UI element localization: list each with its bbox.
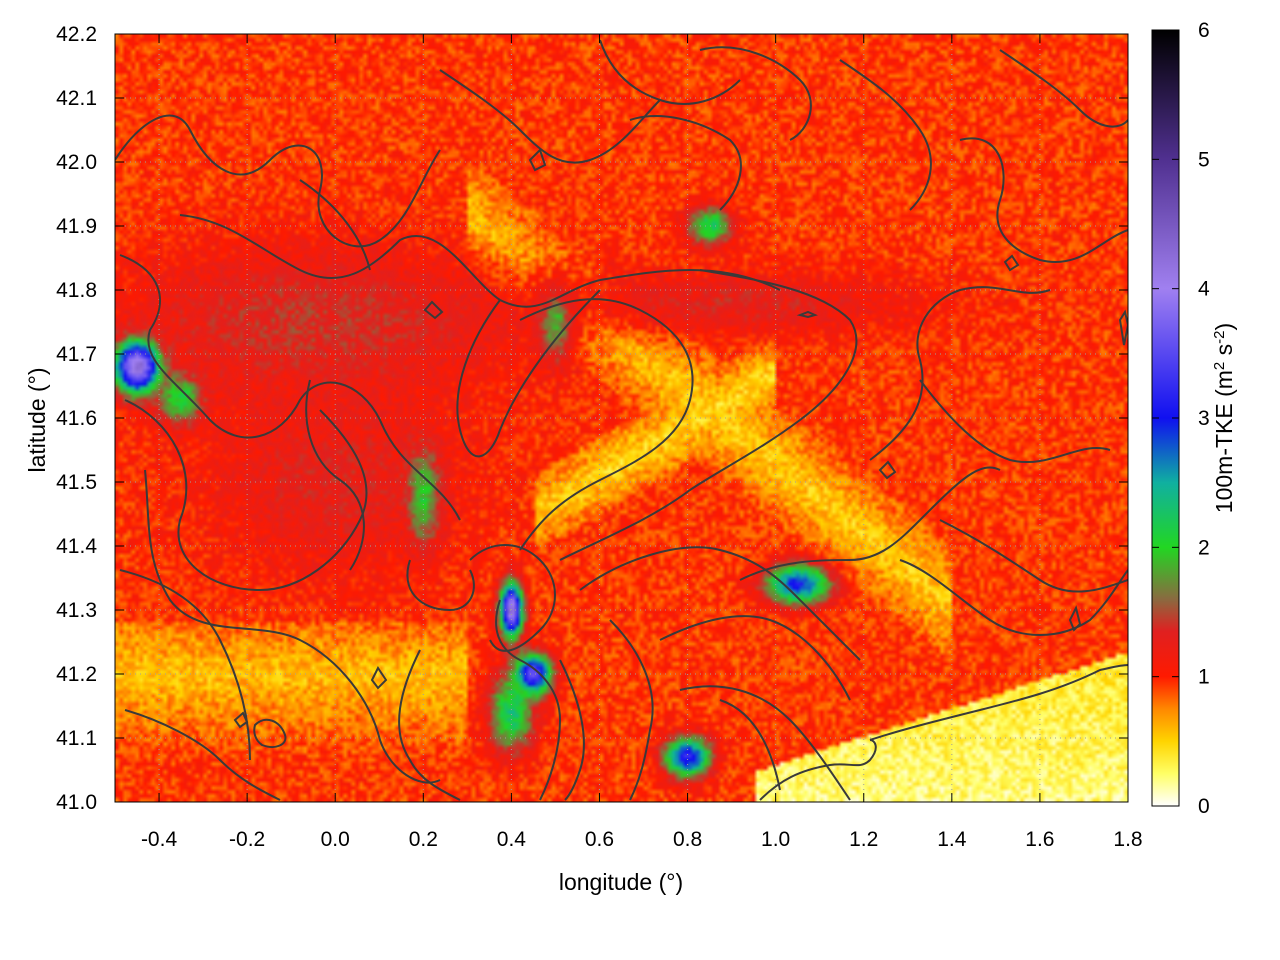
- contour-line: [609, 619, 654, 801]
- contour-line: [939, 519, 1128, 593]
- colorbar-ticks: 0 1 2 3 4 5 6: [1152, 19, 1210, 818]
- y-tick-label: 41.3: [56, 599, 97, 622]
- contour-line: [469, 544, 556, 652]
- contour-line: [699, 46, 812, 141]
- y-tick-label: 41.4: [56, 535, 97, 558]
- y-axis-title: latitude (°): [24, 367, 50, 472]
- contour-line: [1068, 605, 1082, 632]
- contour-line: [398, 649, 461, 801]
- contour-line: [1003, 254, 1020, 272]
- colorbar: 0 1 2 3 4 5 6 100m-TKE (m2 s-2): [1151, 19, 1238, 818]
- contour-line: [739, 466, 1001, 581]
- x-tick-label: 1.8: [1113, 828, 1142, 851]
- contour-line: [659, 615, 851, 701]
- x-tick-label: -0.2: [229, 828, 265, 851]
- contour-line: [559, 659, 585, 801]
- colorbar-tick-label: 2: [1198, 536, 1210, 559]
- contour-line: [124, 399, 368, 592]
- contour-line: [869, 286, 1051, 461]
- contour-line: [144, 469, 441, 784]
- colorbar-tick-label: 3: [1198, 407, 1210, 430]
- colorbar-tick-label: 5: [1198, 148, 1210, 171]
- x-axis-tick-labels: -0.4 -0.2 0.0 0.2 0.4 0.6 0.8 1.0 1.2 1.4 1.6 1.8: [141, 828, 1143, 851]
- contour-line: [439, 69, 661, 164]
- contour-line: [115, 114, 441, 248]
- colorbar-tick-label: 4: [1198, 278, 1210, 301]
- contour-line: [124, 709, 281, 801]
- y-tick-label: 41.0: [56, 791, 97, 814]
- y-tick-label: 42.0: [56, 151, 97, 174]
- x-tick-label: 1.6: [1025, 828, 1054, 851]
- contour-line: [796, 310, 818, 319]
- grid-lines: [115, 34, 1128, 802]
- contour-line: [495, 599, 562, 801]
- colorbar-title-part: s: [1211, 344, 1237, 362]
- contour-line: [1118, 309, 1128, 346]
- contour-line: [406, 559, 475, 612]
- contour-line: [599, 39, 741, 105]
- y-axis-tick-labels: 41.0 41.1 41.2 41.3 41.4 41.5 41.6 41.7 41.8 41.9…: [56, 23, 97, 814]
- colorbar-title-superscript: -2: [1211, 330, 1228, 343]
- axis-ticks: [115, 33, 1129, 803]
- contour-line: [528, 148, 547, 172]
- contour-line: [999, 49, 1128, 128]
- contour-line: [253, 718, 287, 748]
- contour-line: [179, 214, 781, 308]
- contour-line: [878, 460, 897, 480]
- colorbar-tick-label: 0: [1198, 795, 1210, 818]
- contour-line: [233, 711, 249, 729]
- contour-line: [423, 300, 444, 320]
- contour-line: [839, 59, 932, 211]
- x-axis-title: longitude (°): [559, 869, 683, 895]
- colorbar-title-part: ): [1211, 323, 1237, 331]
- y-tick-label: 41.7: [56, 343, 97, 366]
- x-tick-label: 1.2: [849, 828, 878, 851]
- contour-line: [299, 179, 371, 271]
- colorbar-tick-label: 6: [1198, 19, 1210, 42]
- x-tick-label: 0.2: [409, 828, 438, 851]
- colorbar-title: 100m-TKE (m2 s-2): [1211, 323, 1238, 513]
- plot-area: [114, 33, 1129, 803]
- contour-line: [759, 739, 877, 801]
- contour-line: [919, 379, 1111, 463]
- contour-line: [869, 664, 1128, 741]
- contour-line: [959, 137, 1128, 263]
- contour-line: [119, 569, 251, 761]
- contour-line: [119, 254, 461, 521]
- colorbar-title-part: 100m-TKE (m: [1211, 370, 1237, 513]
- colorbar-title-superscript: 2: [1211, 362, 1228, 370]
- x-tick-label: 0.6: [585, 828, 614, 851]
- contour-line: [305, 379, 365, 571]
- contour-line: [899, 559, 1128, 636]
- y-tick-label: 41.1: [56, 727, 97, 750]
- x-tick-label: 1.0: [761, 828, 790, 851]
- contour-line: [679, 685, 851, 801]
- x-tick-label: 1.4: [937, 828, 967, 851]
- x-tick-label: -0.4: [141, 828, 178, 851]
- y-tick-label: 41.5: [56, 471, 97, 494]
- y-tick-label: 42.2: [56, 23, 97, 46]
- x-tick-label: 0.4: [497, 828, 527, 851]
- x-tick-label: 0.0: [321, 828, 350, 851]
- x-tick-label: 0.8: [673, 828, 702, 851]
- contour-line: [519, 298, 694, 551]
- contour-line: [370, 666, 388, 690]
- contour-line: [559, 269, 858, 561]
- terrain-contours: [115, 39, 1128, 801]
- y-tick-label: 41.9: [56, 215, 97, 238]
- tke-heatmap: [115, 34, 1128, 802]
- contour-line: [456, 289, 601, 458]
- y-tick-label: 42.1: [56, 87, 97, 110]
- y-tick-label: 41.2: [56, 663, 97, 686]
- contour-line: [579, 546, 861, 661]
- colorbar-tick-label: 1: [1198, 666, 1210, 689]
- contour-line: [629, 115, 742, 211]
- y-tick-label: 41.6: [56, 407, 97, 430]
- contour-line: [719, 699, 781, 791]
- y-tick-label: 41.8: [56, 279, 97, 302]
